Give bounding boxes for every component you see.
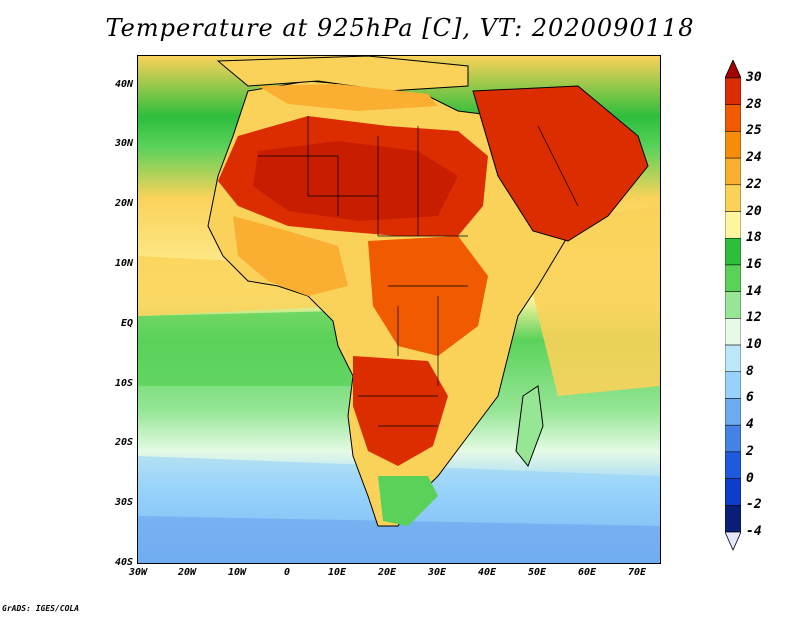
south-africa-cool (378, 476, 438, 526)
colorbar-label: 0 (746, 470, 754, 486)
lon-label-10e: 10E (327, 567, 347, 578)
temperature-map (137, 55, 661, 564)
lat-label-40n: 40N (114, 79, 133, 90)
colorbar-label: 24 (746, 150, 762, 166)
colorbar-top-triangle (725, 60, 741, 79)
colorbar-label: -4 (746, 524, 762, 539)
sahara-hot (218, 116, 488, 236)
lat-label-30n: 30N (114, 138, 133, 149)
europe-land (216, 56, 469, 92)
colorbar-cell (725, 424, 741, 453)
lon-label-30e: 30E (427, 567, 447, 578)
lat-label-10n: 10N (114, 258, 133, 269)
colorbar-label: 10 (746, 337, 762, 353)
arabia-land (472, 85, 649, 242)
west-africa-coast (233, 216, 348, 296)
colorbar-cell (725, 211, 741, 239)
lon-label-50e: 50E (527, 567, 547, 578)
far-south-cool (138, 516, 660, 563)
south-atlantic-green (138, 311, 353, 386)
colorbar-label: 8 (746, 363, 754, 379)
colorbar-label: 20 (746, 203, 762, 219)
colorbar-label: 6 (746, 390, 754, 406)
lat-label-40s: 40S (114, 557, 133, 568)
colorbar-label: 4 (746, 417, 754, 433)
colorbar-label: 2 (746, 443, 754, 459)
colorbar-cell (725, 505, 741, 533)
colorbar-label: 25 (746, 123, 762, 139)
southern-africa-hot (353, 356, 448, 466)
lon-label-20e: 20E (377, 567, 397, 578)
lat-label-30s: 30S (114, 497, 133, 508)
madagascar (515, 385, 544, 467)
sahara-core (253, 141, 458, 221)
colorbar-cell (725, 184, 741, 212)
lat-label-20s: 20S (114, 437, 133, 448)
colorbar-label: 14 (746, 283, 762, 299)
colorbar (725, 60, 741, 551)
lat-label-eq: EQ (120, 318, 133, 329)
colorbar-cell (725, 104, 741, 132)
colorbar-cell (725, 77, 741, 105)
colorbar-cell (725, 371, 741, 399)
lon-label-60e: 60E (577, 567, 597, 578)
colorbar-cell (725, 157, 741, 186)
lon-label-40e: 40E (477, 567, 497, 578)
colorbar-cell (725, 291, 741, 319)
colorbar-label: 16 (746, 256, 762, 272)
colorbar-cell (725, 237, 741, 266)
lon-label-30w: 30W (128, 567, 148, 578)
colorbar-label: 30 (746, 70, 762, 85)
colorbar-cell (725, 451, 741, 479)
colorbar-bottom-triangle (725, 531, 741, 551)
colorbar-label: 22 (746, 176, 762, 192)
country-borders (258, 116, 579, 427)
map-title: Temperature at 925hPa [C], VT: 202009011… (105, 14, 695, 42)
colorbar-cell (725, 478, 741, 506)
colorbar-label: 18 (746, 230, 762, 246)
colorbar-cell (725, 398, 741, 426)
lat-label-20n: 20N (114, 198, 133, 209)
colorbar-cell (725, 131, 741, 159)
mediterranean (258, 84, 438, 111)
lat-label-10s: 10S (114, 378, 133, 389)
grads-credit: GrADS: IGES/COLA (2, 604, 80, 613)
colorbar-label: 28 (746, 96, 762, 112)
colorbar-cell (725, 264, 741, 292)
lon-label-10w: 10W (227, 567, 247, 578)
lon-label-0: 0 (283, 567, 291, 578)
colorbar-label: -2 (746, 497, 762, 513)
colorbar-cell (725, 344, 741, 373)
lon-label-70e: 70E (627, 567, 647, 578)
lon-label-20w: 20W (177, 567, 197, 578)
colorbar-cell (725, 318, 741, 346)
colorbar-label: 12 (746, 310, 762, 326)
